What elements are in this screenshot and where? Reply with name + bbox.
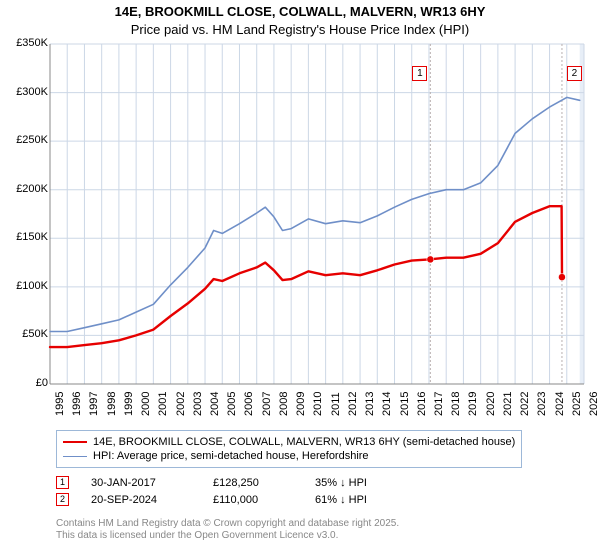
x-tick-label: 2022 (519, 392, 531, 416)
sales-row: 2 20-SEP-2024 £110,000 61% ↓ HPI (56, 491, 405, 508)
legend-label-hpi: HPI: Average price, semi-detached house,… (93, 450, 369, 462)
x-tick-label: 2014 (381, 392, 393, 416)
chart-svg (0, 0, 600, 390)
sales-price: £110,000 (213, 494, 293, 506)
sales-marker-box: 2 (56, 493, 69, 506)
sales-date: 30-JAN-2017 (91, 477, 191, 489)
x-tick-label: 2026 (588, 392, 600, 416)
legend-item-price: 14E, BROOKMILL CLOSE, COLWALL, MALVERN, … (63, 435, 515, 449)
sales-marker-box: 1 (56, 476, 69, 489)
x-tick-label: 2004 (209, 392, 221, 416)
x-tick-label: 2019 (467, 392, 479, 416)
x-tick-label: 2012 (347, 392, 359, 416)
y-tick-label: £100K (0, 280, 48, 292)
y-tick-label: £150K (0, 231, 48, 243)
x-tick-label: 1997 (88, 392, 100, 416)
x-tick-label: 1999 (123, 392, 135, 416)
y-tick-label: £0 (0, 377, 48, 389)
callout-marker: 2 (567, 66, 582, 81)
x-tick-label: 2018 (450, 392, 462, 416)
x-tick-label: 2016 (416, 392, 428, 416)
x-tick-label: 2007 (261, 392, 273, 416)
x-tick-label: 2011 (330, 392, 342, 416)
x-tick-label: 2000 (140, 392, 152, 416)
x-tick-label: 2008 (278, 392, 290, 416)
y-tick-label: £250K (0, 134, 48, 146)
x-tick-label: 1998 (106, 392, 118, 416)
x-tick-label: 2005 (226, 392, 238, 416)
chart-container: 14E, BROOKMILL CLOSE, COLWALL, MALVERN, … (0, 0, 600, 560)
y-tick-label: £200K (0, 183, 48, 195)
x-tick-label: 2002 (175, 392, 187, 416)
sales-delta: 35% ↓ HPI (315, 477, 405, 489)
x-tick-label: 2015 (399, 392, 411, 416)
y-tick-label: £300K (0, 86, 48, 98)
legend-item-hpi: HPI: Average price, semi-detached house,… (63, 449, 515, 463)
attribution-line-1: Contains HM Land Registry data © Crown c… (56, 518, 399, 530)
x-tick-label: 2024 (554, 392, 566, 416)
x-tick-label: 1996 (71, 392, 83, 416)
sales-delta: 61% ↓ HPI (315, 494, 405, 506)
x-tick-label: 2001 (157, 392, 169, 416)
legend-label-price: 14E, BROOKMILL CLOSE, COLWALL, MALVERN, … (93, 436, 515, 448)
x-tick-label: 2009 (295, 392, 307, 416)
x-tick-label: 2013 (364, 392, 376, 416)
attribution-line-2: This data is licensed under the Open Gov… (56, 530, 399, 542)
x-tick-label: 2003 (192, 392, 204, 416)
legend-swatch-hpi (63, 456, 87, 457)
sales-row: 1 30-JAN-2017 £128,250 35% ↓ HPI (56, 474, 405, 491)
y-tick-label: £350K (0, 37, 48, 49)
x-tick-label: 2025 (571, 392, 583, 416)
x-tick-label: 2006 (243, 392, 255, 416)
x-tick-label: 2017 (433, 392, 445, 416)
x-tick-label: 2020 (485, 392, 497, 416)
attribution: Contains HM Land Registry data © Crown c… (56, 518, 399, 542)
sales-table: 1 30-JAN-2017 £128,250 35% ↓ HPI 2 20-SEP-202… (56, 474, 405, 508)
sales-price: £128,250 (213, 477, 293, 489)
x-tick-label: 2023 (536, 392, 548, 416)
sales-date: 20-SEP-2024 (91, 494, 191, 506)
y-tick-label: £50K (0, 328, 48, 340)
x-tick-label: 2021 (502, 392, 514, 416)
x-tick-label: 1995 (54, 392, 66, 416)
legend-swatch-price (63, 441, 87, 443)
x-tick-label: 2010 (312, 392, 324, 416)
legend: 14E, BROOKMILL CLOSE, COLWALL, MALVERN, … (56, 430, 522, 468)
callout-marker: 1 (412, 66, 427, 81)
